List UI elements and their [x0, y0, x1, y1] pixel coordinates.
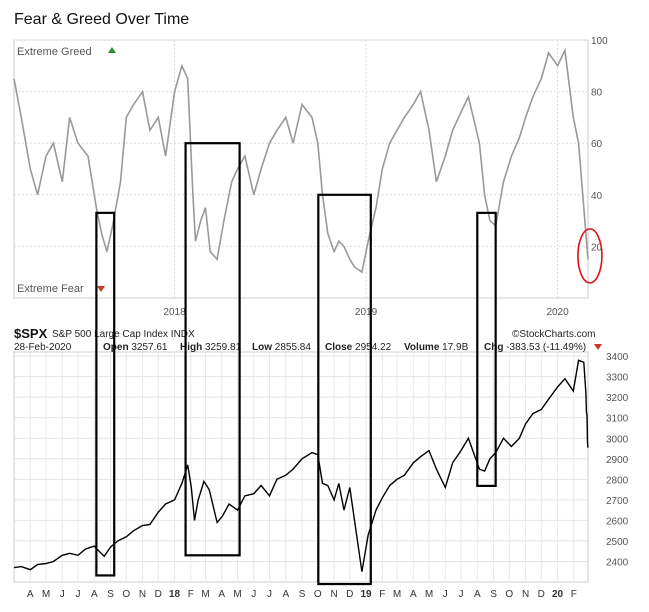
fear-greed-x-tick: 2018 [163, 307, 186, 318]
spx-price-line [13, 359, 589, 572]
spx-month-tick: A [91, 589, 98, 600]
spx-month-tick: D [538, 589, 545, 600]
fear-greed-y-tick: 60 [591, 139, 603, 150]
spx-y-tick: 2600 [606, 516, 629, 527]
spx-y-tick: 2900 [606, 455, 629, 466]
spx-stat: Chg -383.53 (-11.49%) [484, 342, 586, 353]
spx-month-tick: J [60, 589, 65, 600]
stockcharts-watermark: ©StockCharts.com [512, 329, 596, 340]
spx-month-tick: 19 [360, 589, 372, 600]
spx-month-tick: J [443, 589, 448, 600]
spx-month-tick: A [474, 589, 481, 600]
greed-arrow-up-icon [108, 47, 116, 53]
spx-month-tick: A [27, 589, 34, 600]
spx-month-tick: J [251, 589, 256, 600]
spx-month-tick: S [299, 589, 306, 600]
spx-stat: Close 2954.22 [325, 342, 392, 353]
spx-month-tick: 18 [169, 589, 181, 600]
spx-month-tick: A [410, 589, 417, 600]
spx-y-tick: 2800 [606, 475, 629, 486]
spx-month-tick: D [346, 589, 353, 600]
spx-month-tick: N [522, 589, 529, 600]
spx-month-tick: M [42, 589, 50, 600]
spx-month-tick: J [267, 589, 272, 600]
spx-month-tick: M [201, 589, 209, 600]
spx-month-tick: N [330, 589, 337, 600]
spx-stat: High 3259.81 [180, 342, 242, 353]
highlight-box [317, 193, 372, 586]
spx-y-tick: 3300 [606, 373, 629, 384]
spx-month-tick: O [122, 589, 130, 600]
highlight-box [95, 211, 116, 577]
spx-y-tick: 2400 [606, 557, 629, 568]
spx-stat: Open 3257.61 [103, 342, 168, 353]
spx-stat: Volume 17.9B [404, 342, 469, 353]
fear-arrow-down-icon [97, 286, 105, 292]
spx-y-tick: 3400 [606, 352, 629, 363]
fear-greed-line [13, 47, 589, 274]
highlight-circle [577, 228, 603, 284]
chg-arrow-down-icon [594, 344, 602, 350]
spx-name: S&P 500 Large Cap Index INDX [52, 329, 195, 340]
spx-month-tick: 20 [552, 589, 564, 600]
extreme-greed-label: Extreme Greed [17, 46, 92, 58]
highlight-box [184, 142, 241, 557]
spx-month-tick: J [459, 589, 464, 600]
highlight-layer [95, 142, 603, 586]
chart-title: Fear & Greed Over Time [14, 11, 189, 28]
highlight-box [476, 211, 497, 487]
spx-y-tick: 3100 [606, 414, 629, 425]
fear-greed-y-tick: 80 [591, 88, 603, 99]
fear-greed-plot-area [13, 39, 589, 299]
spx-y-tick: 2700 [606, 496, 629, 507]
spx-y-tick: 2500 [606, 537, 629, 548]
spx-y-tick: 3000 [606, 434, 629, 445]
spx-date: 28-Feb-2020 [14, 342, 72, 353]
fear-greed-x-tick: 2020 [546, 307, 569, 318]
spx-symbol: $SPX [14, 326, 48, 341]
spx-y-tick: 3200 [606, 393, 629, 404]
fear-greed-x-tick: 2019 [355, 307, 378, 318]
spx-month-tick: M [425, 589, 433, 600]
fear-greed-y-tick: 20 [591, 242, 603, 253]
fear-greed-y-tick: 40 [591, 191, 603, 202]
spx-plot-area [13, 351, 589, 583]
spx-month-tick: F [379, 589, 385, 600]
extreme-fear-label: Extreme Fear [17, 283, 84, 295]
spx-month-tick: F [571, 589, 577, 600]
spx-month-tick: J [76, 589, 81, 600]
spx-month-tick: O [314, 589, 322, 600]
spx-month-tick: F [188, 589, 194, 600]
spx-month-tick: S [107, 589, 114, 600]
spx-month-tick: A [282, 589, 289, 600]
spx-month-tick: N [139, 589, 146, 600]
fear-greed-panel: Fear & Greed Over Time 20 40 60 80 100 2018 201… [13, 11, 608, 318]
spx-month-tick: O [505, 589, 513, 600]
spx-month-tick: M [233, 589, 241, 600]
spx-month-tick: D [155, 589, 162, 600]
spx-stat: Low 2855.84 [252, 342, 311, 353]
spx-month-tick: S [490, 589, 497, 600]
fear-greed-y-tick: 100 [591, 36, 608, 47]
spx-panel: $SPX S&P 500 Large Cap Index INDX 28-Feb-2… [13, 326, 629, 600]
spx-month-tick: A [218, 589, 225, 600]
spx-month-tick: M [393, 589, 401, 600]
